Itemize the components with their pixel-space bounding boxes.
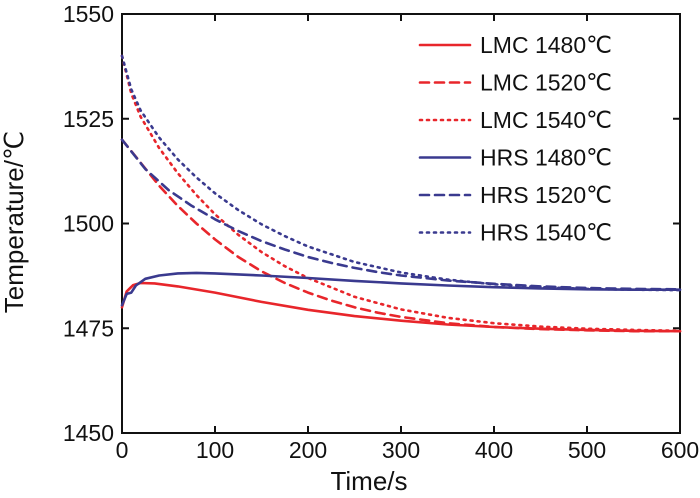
series-line-2 [120, 54, 682, 333]
x-axis-label: Time/s [330, 466, 407, 496]
legend-label: HRS 1540℃ [480, 220, 612, 246]
series-layer [120, 54, 682, 333]
series-line-3 [120, 271, 682, 307]
legend-label: LMC 1540℃ [480, 107, 612, 133]
legend: LMC 1480℃ LMC 1520℃ LMC 1540℃ HRS 1480℃ HRS … [418, 32, 612, 246]
legend-label: HRS 1480℃ [480, 145, 612, 171]
x-tick-label: 100 [196, 437, 234, 463]
series-line-4 [120, 138, 682, 291]
x-tick-label: 300 [382, 437, 420, 463]
x-tick-label: 200 [289, 437, 327, 463]
legend-label: HRS 1520℃ [480, 182, 612, 208]
y-tick-label: 1475 [63, 315, 114, 341]
y-tick-label: 1450 [63, 420, 114, 446]
y-tick-label: 1550 [63, 1, 114, 27]
x-tick-label: 400 [475, 437, 513, 463]
axes-layer: 0 100 200 300 400 500 600 1450 1475 1500 1525 1550 [63, 1, 699, 463]
y-tick-label: 1500 [63, 211, 114, 237]
x-tick-label: 600 [661, 437, 699, 463]
legend-label: LMC 1480℃ [480, 32, 612, 58]
legend-label: LMC 1520℃ [480, 70, 612, 96]
x-tick-label: 500 [568, 437, 606, 463]
y-axis-label: Temperature/℃ [0, 131, 29, 313]
series-line-5 [120, 54, 682, 292]
x-tick-label: 0 [116, 437, 129, 463]
series-line-1 [120, 138, 682, 333]
y-tick-label: 1525 [63, 106, 114, 132]
